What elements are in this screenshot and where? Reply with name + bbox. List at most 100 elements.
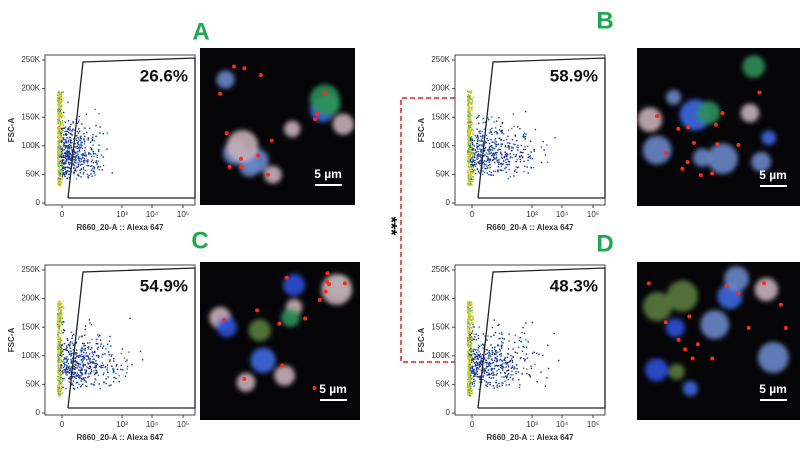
dot <box>472 365 474 367</box>
dot <box>528 373 530 376</box>
dot <box>63 142 65 144</box>
dot <box>80 378 83 380</box>
dot <box>62 172 64 174</box>
dot <box>64 364 66 366</box>
dot <box>495 364 498 367</box>
dot <box>498 368 500 371</box>
dot <box>495 357 497 359</box>
dot <box>491 145 493 148</box>
dot <box>525 133 527 136</box>
dot <box>57 390 59 392</box>
dot <box>68 127 70 129</box>
dot <box>517 149 519 151</box>
dot <box>476 370 478 373</box>
dot <box>58 181 60 184</box>
dot <box>468 179 470 182</box>
dot <box>530 140 532 142</box>
dot <box>490 174 492 176</box>
dot <box>102 164 105 167</box>
dot <box>87 175 89 178</box>
dot <box>108 385 110 387</box>
dot <box>57 346 59 348</box>
dot <box>476 364 478 367</box>
dot <box>470 318 472 321</box>
cell <box>226 130 259 162</box>
dot <box>468 151 470 153</box>
dot <box>476 151 478 153</box>
dot <box>77 355 79 357</box>
dot <box>60 306 63 308</box>
dot <box>65 141 67 143</box>
dot <box>471 366 473 368</box>
dot <box>505 361 507 364</box>
dot <box>60 346 62 348</box>
dot <box>70 154 72 156</box>
dot <box>59 387 62 390</box>
dot <box>59 110 61 112</box>
dot <box>61 140 63 142</box>
dot <box>467 171 470 173</box>
dot <box>522 345 524 348</box>
dot <box>60 159 62 162</box>
red-spot <box>687 314 692 319</box>
dot <box>86 355 89 358</box>
dot <box>468 100 470 103</box>
dot <box>59 169 61 171</box>
dot <box>472 171 475 173</box>
dot <box>476 356 479 358</box>
dot <box>83 127 86 129</box>
dot <box>474 373 477 375</box>
dot <box>85 369 88 371</box>
dot <box>81 361 83 364</box>
dot <box>68 353 71 355</box>
dot <box>71 134 73 136</box>
dot <box>474 135 476 137</box>
dot <box>468 387 470 389</box>
dot <box>78 159 80 161</box>
dot <box>481 354 484 356</box>
dot <box>57 379 59 381</box>
y-tick-label: 50K <box>436 380 451 389</box>
dot <box>95 366 97 368</box>
dot <box>479 361 481 363</box>
dot <box>96 348 99 350</box>
dot <box>95 124 97 127</box>
x-tick-label: 10³ <box>526 420 538 429</box>
dot <box>95 338 97 341</box>
dot <box>74 368 76 370</box>
dot <box>487 159 490 161</box>
dot <box>536 381 538 383</box>
dot <box>84 141 86 143</box>
dot <box>467 143 469 146</box>
dot <box>64 173 66 175</box>
dot <box>63 321 65 323</box>
dot <box>469 359 472 361</box>
dot <box>83 345 85 347</box>
dot <box>75 357 77 359</box>
dot <box>477 148 479 150</box>
dot <box>477 162 480 164</box>
dot <box>475 370 478 372</box>
dot <box>60 382 62 384</box>
dot <box>495 353 497 356</box>
dot <box>477 363 479 365</box>
dot <box>59 353 61 355</box>
dot <box>467 388 470 390</box>
dot <box>76 374 78 376</box>
scale-bar-label: 5 µm <box>759 382 787 396</box>
dot <box>57 304 59 306</box>
dot <box>476 368 478 370</box>
dot <box>68 163 71 165</box>
dot <box>506 155 508 157</box>
dot <box>84 150 86 152</box>
dot <box>488 376 490 379</box>
dot <box>113 358 115 360</box>
dot <box>540 146 543 148</box>
dot <box>103 372 105 374</box>
cell <box>682 381 698 397</box>
dot <box>473 156 476 159</box>
dot <box>493 156 495 159</box>
dot <box>74 169 76 172</box>
dot <box>67 147 69 150</box>
dot <box>488 170 491 173</box>
